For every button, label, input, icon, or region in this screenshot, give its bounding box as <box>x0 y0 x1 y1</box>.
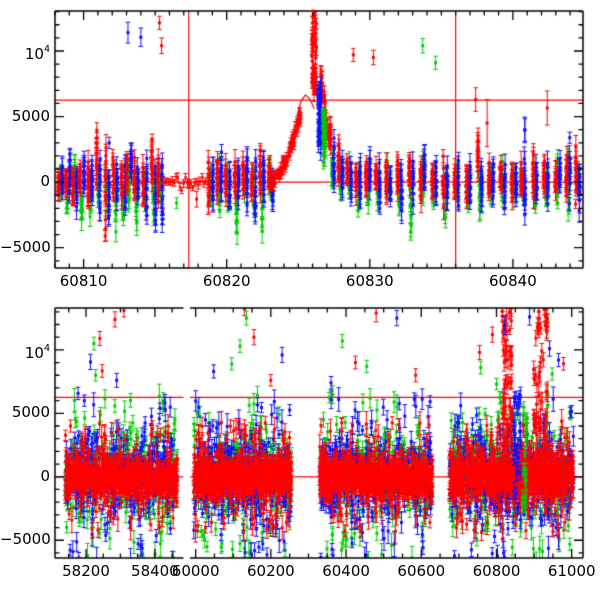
y-tick-text: −5000 <box>0 237 51 256</box>
y-tick-exponent: 4 <box>43 43 50 55</box>
y-tick-label: 0 <box>0 466 50 485</box>
y-tick-exponent: 4 <box>43 342 50 354</box>
x-tick-label: 60820 <box>202 272 251 290</box>
x-tick-label: 60000 <box>171 562 220 580</box>
y-tick-text: −5000 <box>0 530 51 549</box>
y-tick-text: 5000 <box>11 106 50 125</box>
x-tick-label: 61000 <box>547 562 596 580</box>
x-tick-label: 58200 <box>62 562 110 580</box>
y-tick-text: 10 <box>24 343 44 362</box>
y-tick-text: 0 <box>40 172 50 191</box>
x-tick-label: 60800 <box>472 562 521 580</box>
x-tick-label: 58400 <box>131 562 179 580</box>
x-tick-label: 60830 <box>345 272 394 290</box>
y-tick-label: 5000 <box>0 106 50 125</box>
x-tick-label: 60400 <box>322 562 370 580</box>
y-tick-label: 104 <box>0 341 50 362</box>
x-tick-label: 60840 <box>489 272 537 290</box>
y-tick-label: −5000 <box>0 530 51 549</box>
y-tick-label: 104 <box>0 42 50 63</box>
y-tick-label: 0 <box>0 173 50 190</box>
y-tick-label: 5000 <box>0 404 50 421</box>
x-tick-label: 60200 <box>246 562 295 580</box>
y-tick-text: 10 <box>24 44 44 63</box>
y-tick-label: −5000 <box>0 237 51 256</box>
y-tick-text: 5000 <box>11 403 50 422</box>
y-tick-text: 0 <box>40 466 50 485</box>
x-tick-label: 60810 <box>59 272 108 290</box>
x-tick-label: 60600 <box>397 562 446 580</box>
